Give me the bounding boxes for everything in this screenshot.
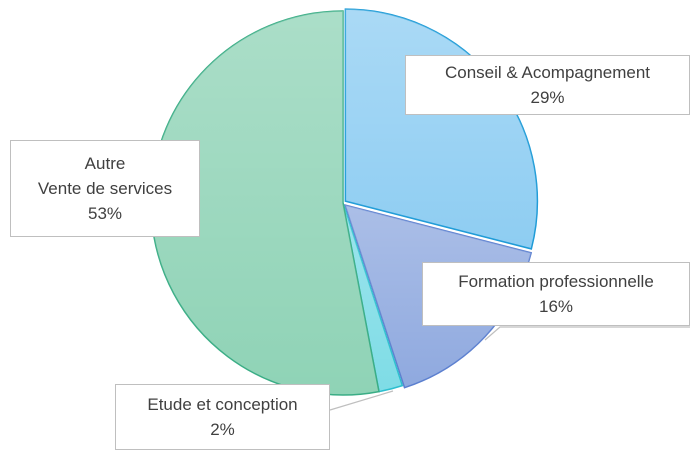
label-category: Formation professionnelle bbox=[458, 272, 654, 291]
label-value: 53% bbox=[87, 204, 123, 223]
label-category: Conseil & Acompagnement bbox=[444, 63, 651, 82]
data-label: Autre Vente de services 53% bbox=[10, 140, 200, 237]
leader-line bbox=[484, 326, 690, 341]
label-value: 29% bbox=[530, 88, 565, 107]
slice-shade bbox=[151, 11, 379, 395]
data-label: Etude et conception 2% bbox=[115, 384, 330, 450]
slice-shade bbox=[345, 9, 538, 249]
data-label: Formation professionnelle 16% bbox=[422, 262, 690, 326]
label-category: Autre Vente de services bbox=[37, 154, 173, 198]
label-category: Etude et conception bbox=[147, 395, 298, 414]
data-label: Conseil & Acompagnement 29% bbox=[405, 55, 690, 115]
slice-shade bbox=[343, 203, 403, 392]
label-value: 16% bbox=[538, 297, 574, 316]
leader-line bbox=[329, 390, 394, 411]
label-value: 2% bbox=[210, 420, 235, 439]
